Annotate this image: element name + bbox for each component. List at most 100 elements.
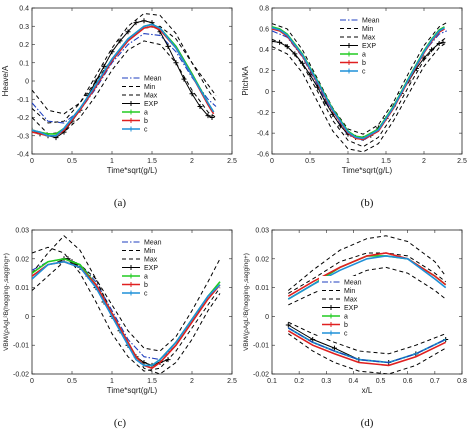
x-axis-label: x/L — [362, 386, 373, 395]
legend-label-c: c — [144, 127, 148, 134]
panel-label: (c) — [114, 417, 127, 429]
legend-label-a: a — [144, 110, 148, 117]
legend-label-mean: Mean — [144, 240, 162, 247]
legend-label-min: Min — [144, 84, 155, 91]
legend-marker — [346, 51, 352, 57]
panel-3: 0 0.5 1 1.5 2 2.5 -0.02 -0.01 0 0.01 0.02 0.03 Time*… — [3, 228, 237, 430]
x-tick-label: 0.6 — [403, 378, 413, 385]
data-point — [284, 44, 290, 50]
legend-marker — [128, 290, 134, 296]
series-group — [285, 235, 449, 374]
legend-marker — [346, 43, 352, 48]
y-tick-label: -0.01 — [253, 343, 269, 350]
x-tick-label: 1.5 — [147, 158, 157, 165]
legend-label-max: Max — [344, 297, 358, 304]
x-tick-label: 1 — [346, 158, 350, 165]
data-point — [189, 91, 195, 97]
data-point — [133, 20, 139, 26]
x-tick-label: 0.1 — [267, 378, 277, 385]
y-tick-label: -0.1 — [17, 97, 29, 104]
legend-marker — [346, 68, 352, 74]
legend-marker — [328, 322, 334, 327]
x-tick-label: 0.2 — [294, 378, 304, 385]
data-point — [272, 38, 275, 44]
data-point — [165, 43, 171, 49]
series-line-c — [32, 23, 215, 137]
y-tick-label: 0.2 — [259, 68, 269, 75]
y-tick-label: 0 — [265, 314, 269, 321]
series-line-max — [32, 12, 217, 124]
y-tick-label: 0.8 — [259, 6, 269, 13]
data-point — [141, 18, 147, 24]
legend-label-exp: EXP — [344, 305, 358, 312]
x-tick-label: 2.5 — [227, 378, 237, 385]
y-tick-label: 0.2 — [19, 42, 29, 49]
legend-label-max: Max — [362, 35, 376, 42]
series-line-max — [288, 266, 447, 306]
legend-label-mean: Mean — [362, 18, 380, 25]
data-point — [292, 51, 298, 57]
series-line-b — [287, 330, 447, 367]
legend-label-max: Max — [144, 257, 158, 264]
legend-marker — [346, 60, 352, 65]
series-line-max — [32, 40, 217, 135]
x-tick-label: 0.5 — [67, 378, 77, 385]
y-axis-label: Pitch/kA — [241, 66, 250, 96]
y-tick-label: -0.02 — [253, 372, 269, 379]
series-line-max — [272, 22, 448, 135]
y-tick-label: 0.03 — [255, 228, 269, 235]
legend-marker — [128, 118, 134, 123]
legend-label-a: a — [362, 52, 366, 59]
legend-label-mean: Mean — [144, 76, 162, 83]
legend-marker — [128, 109, 134, 115]
y-axis-label: VBM/(ρAgL²B(hogging-,sagging+) — [243, 253, 250, 351]
series-line-min — [288, 252, 447, 294]
data-point — [117, 38, 123, 44]
series-line-max — [288, 333, 446, 374]
panel-label: (a) — [114, 197, 127, 209]
series-line-c — [272, 27, 445, 140]
x-tick-label: 1.5 — [381, 158, 391, 165]
legend-marker — [128, 126, 134, 132]
x-tick-label: 2 — [190, 158, 194, 165]
y-axis-label: Heave/A — [1, 65, 10, 96]
x-tick-label: 0 — [30, 158, 34, 165]
y-tick-label: 0.4 — [19, 6, 29, 13]
data-point — [165, 357, 171, 363]
x-tick-label: 2 — [190, 378, 194, 385]
data-point — [101, 63, 107, 69]
series-line-exp — [32, 20, 213, 139]
data-point — [310, 336, 316, 342]
legend-label-mean: Mean — [344, 280, 362, 287]
series-line-b — [287, 252, 447, 297]
data-point — [307, 72, 313, 78]
legend-marker — [128, 265, 134, 270]
legend-label-min: Min — [344, 288, 355, 295]
y-tick-label: -0.2 — [17, 115, 29, 122]
data-point — [181, 76, 187, 82]
legend-marker — [128, 282, 134, 287]
y-axis-label: VBM/(ρAgL²B(hogging-,sagging+) — [3, 253, 10, 351]
panel-label: (d) — [361, 417, 374, 429]
data-point — [331, 345, 337, 351]
y-tick-label: 0.03 — [15, 228, 29, 235]
data-point — [109, 49, 115, 55]
x-tick-label: 0.5 — [67, 158, 77, 165]
data-point — [421, 55, 427, 61]
series-line-c — [32, 260, 221, 367]
x-tick-label: 0.5 — [305, 158, 315, 165]
series-group — [32, 12, 217, 141]
x-axis-label: Time*sqrt(g/L) — [342, 166, 393, 175]
x-tick-label: 0.7 — [430, 378, 440, 385]
y-tick-label: 0 — [25, 79, 29, 86]
data-point — [209, 115, 215, 120]
panel-2: 0 0.5 1 1.5 2 2.5 -0.6 -0.4 -0.2 0 0.2 0.4 0.6 0.8 Tim… — [241, 6, 467, 210]
y-tick-label: 0 — [265, 89, 269, 96]
y-tick-label: 0.3 — [19, 24, 29, 31]
data-point — [436, 40, 442, 46]
y-tick-label: -0.2 — [257, 110, 269, 117]
